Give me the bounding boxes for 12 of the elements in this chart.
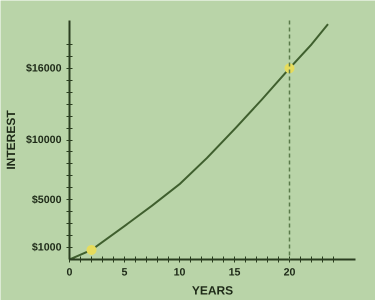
y-tick-label: $16000 bbox=[26, 62, 62, 74]
x-tick-label: 10 bbox=[174, 266, 186, 278]
x-axis-title: YEARS bbox=[192, 284, 234, 298]
x-tick-label: 20 bbox=[284, 266, 296, 278]
y-tick-label: $1000 bbox=[32, 242, 62, 254]
y-tick-label: $5000 bbox=[32, 194, 62, 206]
y-tick-label: $10000 bbox=[26, 134, 62, 146]
x-tick-label: 15 bbox=[228, 266, 240, 278]
x-tick-label: 0 bbox=[66, 266, 73, 278]
y-axis-title: INTEREST bbox=[4, 110, 18, 170]
line-series bbox=[70, 23, 329, 260]
x-tick-label: 5 bbox=[122, 266, 128, 278]
